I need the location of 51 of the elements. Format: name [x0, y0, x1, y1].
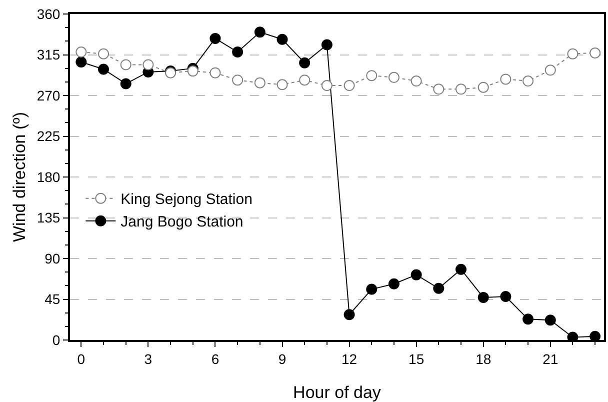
point	[232, 46, 244, 58]
point	[98, 48, 110, 60]
x-axis-title: Hour of day	[293, 383, 382, 402]
point	[120, 78, 132, 90]
point	[478, 82, 489, 93]
point	[590, 330, 601, 340]
point	[321, 39, 332, 50]
point	[321, 80, 332, 92]
point	[276, 34, 288, 45]
legend-label: King Sejong Station	[120, 191, 252, 208]
x-tick-label: 9	[278, 350, 286, 367]
point	[590, 47, 601, 58]
x-tick-label: 0	[77, 350, 86, 367]
point	[366, 284, 378, 295]
y-tick-label: 90	[44, 250, 60, 266]
y-tick-label: 315	[36, 46, 60, 63]
x-tick-label: 12	[342, 350, 358, 367]
point	[344, 309, 355, 320]
x-tick-label: 6	[211, 350, 220, 367]
point	[232, 74, 244, 86]
y-tick-label: 180	[36, 168, 60, 185]
y-tick-label: 360	[36, 6, 60, 22]
point	[500, 291, 512, 302]
point	[210, 32, 221, 44]
point	[187, 66, 198, 77]
y-axis-title: Wind direction (º)	[10, 112, 29, 242]
y-tick-label: 135	[36, 210, 60, 226]
point	[544, 314, 556, 326]
y-tick-label: 270	[36, 87, 60, 104]
point	[254, 77, 266, 88]
x-tick-label: 3	[144, 350, 152, 367]
point	[500, 74, 512, 85]
point	[76, 56, 87, 68]
point	[433, 282, 444, 294]
y-tick-label: 0	[52, 332, 60, 348]
x-tick-label: 18	[476, 350, 492, 367]
point	[456, 264, 466, 275]
point	[254, 26, 266, 38]
point	[522, 314, 534, 325]
point	[388, 278, 400, 290]
point	[410, 269, 422, 280]
legend-label: Jang Bogo Station	[120, 214, 244, 231]
point	[299, 57, 310, 68]
x-tick-label: 21	[542, 350, 558, 367]
point	[388, 72, 400, 83]
y-tick-label: 225	[36, 128, 60, 144]
point	[142, 59, 154, 70]
point	[98, 64, 110, 75]
point	[478, 292, 489, 303]
x-tick-label: 15	[408, 350, 424, 367]
y-tick-label: 45	[44, 291, 60, 308]
